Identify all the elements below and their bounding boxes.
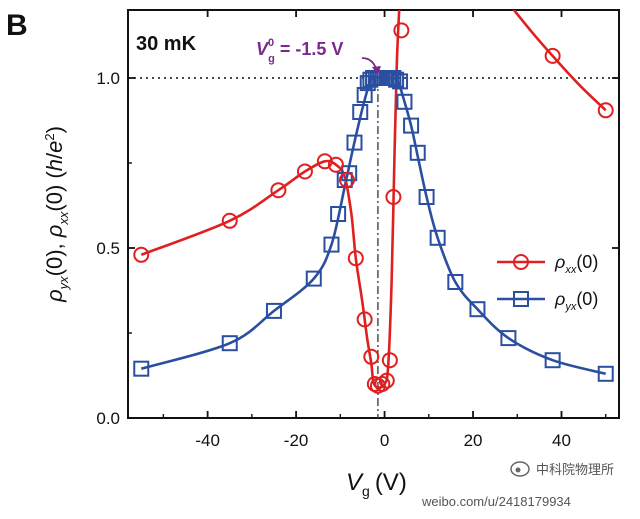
- panel-label: B: [6, 9, 28, 42]
- annotation-sup: 0: [268, 37, 274, 49]
- legend-suffix-rho-xx: (0): [576, 252, 598, 272]
- data-point-rho-xx: [296, 163, 313, 180]
- data-point-rho-xx: [347, 250, 364, 267]
- data-point-rho-yx: [133, 360, 150, 377]
- data-point-rho-yx: [265, 302, 282, 319]
- annotation-value: = -1.5 V: [275, 39, 344, 59]
- y-label-close: ): [42, 126, 67, 133]
- watermark: 中科院物理所 weibo.com/u/2418179934: [421, 461, 614, 509]
- legend-sub-rho-xx: xx: [564, 264, 577, 276]
- data-point-rho-yx: [341, 165, 358, 182]
- data-point-rho-yx: [392, 73, 409, 90]
- data-point-rho-yx: [447, 274, 464, 290]
- annotation-arrowhead: [371, 66, 381, 75]
- weibo-icon: [510, 461, 530, 477]
- data-point-rho-yx: [330, 206, 347, 222]
- data-point-rho-yx: [388, 71, 405, 88]
- data-point-rho-yx: [544, 352, 561, 369]
- curve-rho-yx: [140, 76, 607, 376]
- watermark-brand: 中科院物理所: [536, 462, 614, 477]
- y-tick-label: 1.0: [96, 69, 120, 88]
- data-point-rho-yx: [403, 117, 420, 134]
- annotation-symbol: V: [256, 39, 270, 59]
- data-point-rho-xx: [381, 352, 398, 369]
- y-label-e: e: [42, 141, 67, 153]
- data-point-rho-xx: [378, 372, 395, 389]
- y-label-mid1: (0),: [42, 237, 67, 276]
- data-point-rho-yx: [346, 134, 363, 151]
- legend-label-rho-yx: ρyx(0): [554, 289, 598, 313]
- legend-sub-rho-yx: yx: [564, 301, 577, 313]
- series-curves: [140, 10, 607, 389]
- curve-rho-xx-right: [512, 10, 607, 112]
- data-point-rho-xx: [393, 22, 410, 39]
- curve-rho-xx: [140, 10, 401, 389]
- legend: ρxx(0) ρyx(0): [497, 252, 598, 313]
- legend-marker-rho-yx: [513, 291, 529, 307]
- axis-ticks: -40 -20 0 20 40 0.0 0.5 1.0: [96, 10, 619, 450]
- y-tick-label: 0.5: [96, 239, 120, 258]
- y-axis-label: ρyx(0), ρxx(0) (h/e2): [42, 126, 71, 303]
- y-label-h: h: [42, 159, 67, 171]
- x-tick-label: -20: [284, 431, 309, 450]
- y-label-rho1: ρ: [42, 289, 67, 303]
- x-axis-unit: (V): [375, 469, 407, 496]
- plot-frame: [127, 9, 620, 419]
- data-point-rho-yx: [597, 365, 614, 382]
- data-point-rho-xx: [221, 212, 238, 229]
- data-point-rho-yx: [429, 229, 446, 246]
- y-label-sub1: yx: [56, 276, 71, 291]
- data-point-rho-xx: [316, 153, 333, 170]
- x-axis-label: Vg (V): [346, 469, 407, 499]
- x-tick-label: -40: [195, 431, 220, 450]
- legend-symbol-rho-yx: ρ: [554, 289, 565, 309]
- data-point-rho-xx: [270, 182, 287, 199]
- data-point-rho-yx: [469, 301, 486, 318]
- data-point-rho-yx: [323, 236, 340, 253]
- data-point-rho-xx: [327, 156, 344, 173]
- data-point-rho-yx: [221, 335, 238, 352]
- data-point-rho-yx: [500, 330, 517, 347]
- data-point-rho-yx: [418, 189, 435, 205]
- legend-label-rho-xx: ρxx(0): [554, 252, 598, 276]
- reference-lines: [128, 77, 619, 418]
- legend-suffix-rho-yx: (0): [576, 289, 598, 309]
- data-point-rho-yx: [396, 93, 413, 110]
- y-label-slash: /: [42, 152, 67, 159]
- data-point-rho-xx: [133, 246, 150, 263]
- data-point-rho-xx-right: [544, 47, 561, 64]
- x-axis-sub: g: [362, 483, 370, 499]
- data-point-rho-xx-right: [597, 102, 614, 119]
- data-point-rho-xx: [385, 189, 402, 205]
- y-label-mid2: (0) (: [42, 171, 67, 212]
- annotation-text: V0 g = -1.5 V: [256, 37, 343, 65]
- y-label-sq: 2: [42, 133, 57, 140]
- legend-entry-rho-xx: ρxx(0): [497, 252, 598, 276]
- data-point-rho-yx: [305, 270, 322, 287]
- x-tick-label: 20: [464, 431, 483, 450]
- legend-entry-rho-yx: ρyx(0): [497, 289, 598, 313]
- x-tick-label: 0: [380, 431, 389, 450]
- y-label-sub2: xx: [56, 211, 71, 226]
- data-point-rho-xx: [338, 172, 355, 188]
- x-tick-label: 40: [552, 431, 571, 450]
- data-point-rho-yx: [352, 104, 369, 120]
- data-point-rho-xx: [374, 376, 391, 392]
- data-point-rho-yx: [356, 87, 373, 103]
- temperature-label: 30 mK: [136, 33, 197, 55]
- y-tick-label: 0.0: [96, 409, 120, 428]
- annotation-sub: g: [268, 53, 275, 65]
- gate-voltage-annotation: V0 g = -1.5 V: [256, 37, 381, 75]
- y-label-rho2: ρ: [42, 225, 67, 239]
- data-point-rho-xx: [356, 311, 373, 328]
- legend-marker-rho-xx: [513, 254, 529, 270]
- data-point-rho-xx: [363, 348, 380, 365]
- x-axis-symbol: V: [346, 469, 364, 496]
- data-point-rho-yx: [409, 144, 426, 161]
- legend-symbol-rho-xx: ρ: [554, 252, 565, 272]
- watermark-url: weibo.com/u/2418179934: [421, 494, 571, 509]
